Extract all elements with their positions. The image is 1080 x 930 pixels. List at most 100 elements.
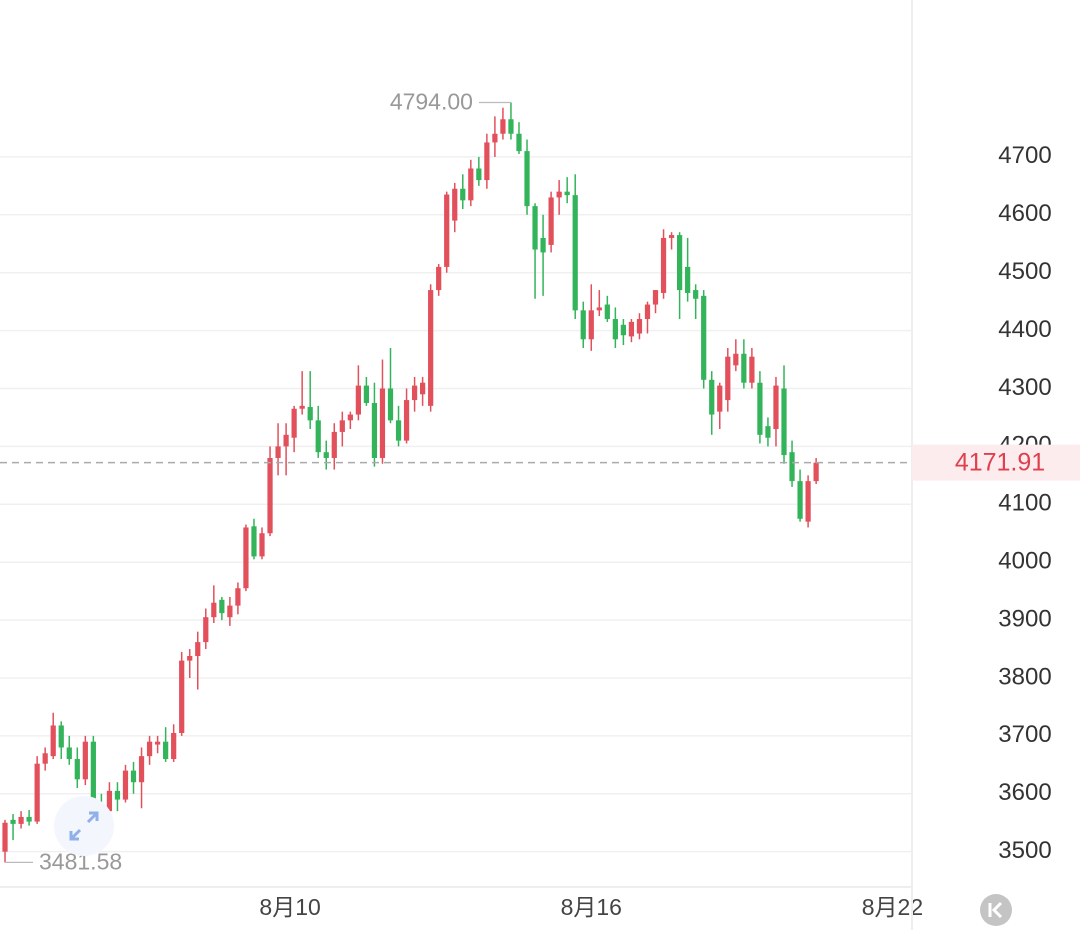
candle-body (676, 235, 683, 291)
candle-body (323, 452, 329, 458)
candle-body (259, 533, 265, 557)
candle-body (668, 235, 675, 238)
candle-body (130, 770, 137, 783)
candle-body (122, 770, 129, 800)
candle-body (612, 319, 618, 340)
candle-body (516, 133, 522, 152)
candle-body (74, 759, 80, 780)
candle-body (773, 385, 779, 430)
candle-body (387, 388, 394, 421)
y-tick-label: 3900 (998, 605, 1051, 632)
candle-body (484, 142, 490, 181)
candle-body (588, 310, 594, 340)
candle-body (219, 599, 225, 614)
candle-body (532, 206, 538, 250)
candle-body (291, 408, 297, 438)
pan-icon (69, 811, 99, 841)
candle-body (420, 382, 426, 395)
candle-body (331, 431, 337, 458)
y-tick-label: 3800 (998, 663, 1051, 690)
candle-body (299, 405, 305, 409)
candle-body (717, 385, 723, 412)
candle-body (452, 188, 458, 221)
last-price-label: 4171.91 (955, 448, 1045, 476)
y-tick-label: 3500 (998, 837, 1051, 864)
candle-body (789, 452, 795, 482)
y-tick-label: 4000 (998, 548, 1051, 575)
candle-body (580, 310, 586, 340)
candle-body (564, 191, 570, 196)
candle-body (725, 356, 731, 401)
grid: 3500360037003800390040004100420043004400… (0, 142, 1052, 920)
candle-body (371, 402, 378, 458)
y-tick-label: 4100 (998, 490, 1051, 517)
candle-body (66, 747, 72, 760)
candle-body (644, 304, 651, 320)
candle-body (58, 725, 64, 748)
y-tick-label: 4400 (998, 316, 1051, 343)
candle-body (741, 353, 747, 383)
candle-body (765, 426, 771, 438)
candle-body (444, 194, 450, 267)
candle-body (379, 388, 386, 458)
candle-body (701, 295, 707, 380)
candle-body (500, 119, 506, 134)
candle-body (2, 822, 8, 852)
candle-body (154, 741, 161, 745)
candle-body (556, 191, 562, 198)
candle-body (171, 732, 177, 760)
candle-body (460, 188, 466, 201)
candle-body (283, 434, 289, 447)
candle-body (203, 617, 209, 643)
candle-body (524, 151, 530, 207)
y-tick-label: 4600 (998, 200, 1051, 227)
candle-body (403, 400, 410, 441)
reset-button[interactable] (980, 894, 1012, 926)
candle-body (10, 819, 16, 824)
candle-body (18, 816, 24, 824)
candle-body (428, 290, 434, 406)
candle-body (235, 588, 241, 606)
candle-body (42, 753, 48, 764)
candle-body (251, 526, 257, 557)
candle-body (411, 385, 418, 401)
candle-body (347, 414, 353, 421)
candle-body (813, 462, 819, 482)
candle-body (476, 168, 482, 181)
candle-body (660, 237, 667, 293)
y-tick-label: 4300 (998, 374, 1051, 401)
candle-body (211, 602, 217, 618)
high-label: 4794.00 (390, 89, 473, 115)
pan-button-bg (54, 796, 114, 856)
candle-body (50, 725, 56, 757)
candle-body (757, 382, 763, 435)
candle-body (26, 816, 32, 822)
x-tick-label: 8月22 (862, 894, 923, 920)
pan-button[interactable] (54, 796, 114, 856)
candle-body (468, 168, 474, 201)
candle-body (395, 420, 402, 441)
candle-body (685, 266, 691, 293)
candle-body (315, 420, 321, 453)
y-tick-label: 4700 (998, 142, 1051, 169)
candle-body (82, 741, 88, 780)
last-price-tag (912, 444, 1080, 481)
candles (2, 102, 819, 863)
candle-body (138, 756, 145, 783)
candle-body (187, 655, 193, 661)
candle-body (749, 356, 755, 383)
candle-body (797, 481, 803, 519)
y-tick-label: 3600 (998, 779, 1051, 806)
candle-body (227, 605, 233, 618)
candle-body (90, 741, 96, 809)
candle-body (805, 481, 811, 522)
candle-body (307, 407, 313, 421)
candle-body (114, 790, 121, 800)
candle-body (628, 321, 635, 337)
x-tick-label: 8月16 (561, 894, 622, 920)
candle-body (163, 741, 169, 760)
candle-body (604, 304, 610, 320)
